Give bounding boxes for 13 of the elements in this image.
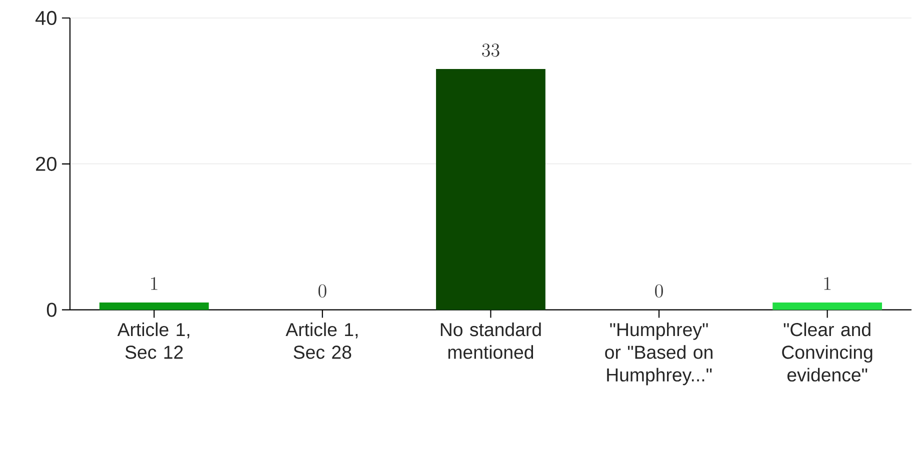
data-label: 33 (482, 44, 500, 57)
x-tick-label: Article 1, Sec 12 (117, 322, 190, 360)
data-label: 0 (318, 284, 326, 298)
x-tick-label: No standard mentioned (440, 322, 541, 360)
x-tick-label: "Clear and Convincing evidence" (782, 322, 872, 382)
data-label: 0 (655, 284, 663, 298)
data-label: 1 (151, 277, 158, 290)
data-label: 1 (824, 277, 830, 290)
x-tick-label: Article 1, Sec 28 (286, 322, 358, 360)
x-tick-label: "Humphrey" or "Based on Humphrey..." (605, 322, 712, 386)
y-tick-label: 0 (46, 302, 56, 318)
y-tick-label: 20 (36, 156, 56, 172)
y-tick-label: 40 (35, 11, 56, 26)
